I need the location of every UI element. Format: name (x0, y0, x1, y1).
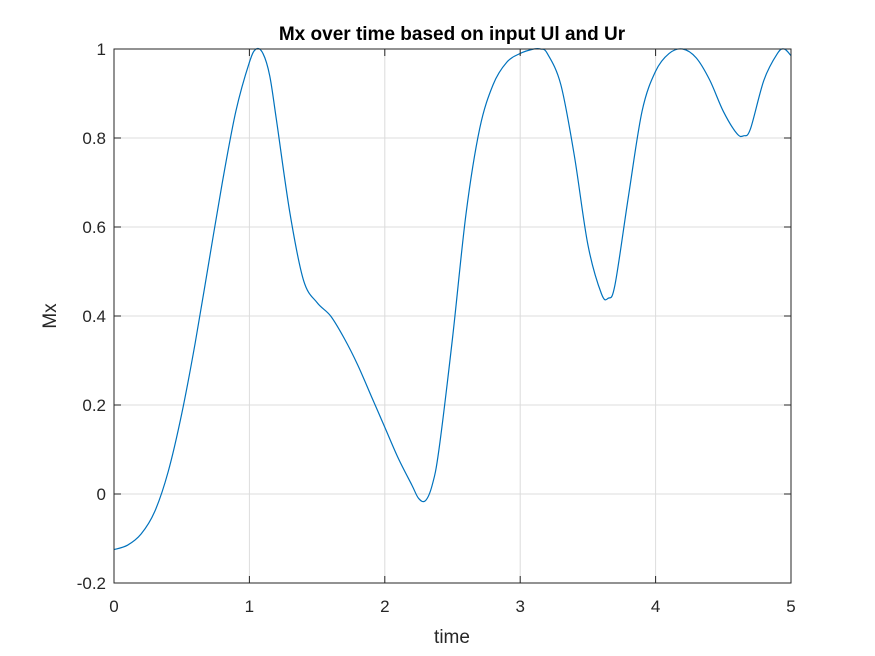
x-tick-label: 0 (109, 597, 118, 616)
y-tick-label: -0.2 (77, 574, 106, 593)
x-tick-label: 2 (380, 597, 389, 616)
x-tick-label: 4 (651, 597, 660, 616)
y-tick-label: 1 (97, 40, 106, 59)
x-axis-ticks: 0 1 2 3 4 5 (109, 49, 796, 616)
y-axis-label: Mx (40, 303, 61, 329)
x-tick-label: 3 (515, 597, 524, 616)
x-axis-label: time (434, 627, 470, 648)
y-tick-label: 0.2 (82, 396, 106, 415)
x-tick-label: 5 (786, 597, 795, 616)
chart-title: Mx over time based on input Ul and Ur (279, 24, 626, 45)
y-tick-label: 0 (97, 485, 106, 504)
y-tick-label: 0.8 (82, 129, 106, 148)
y-tick-label: 0.6 (82, 218, 106, 237)
y-tick-label: 0.4 (82, 307, 106, 326)
y-axis-ticks: -0.2 0 0.2 0.4 0.6 0.8 1 (77, 40, 791, 593)
y-gridlines (114, 137, 791, 495)
x-tick-label: 1 (245, 597, 254, 616)
